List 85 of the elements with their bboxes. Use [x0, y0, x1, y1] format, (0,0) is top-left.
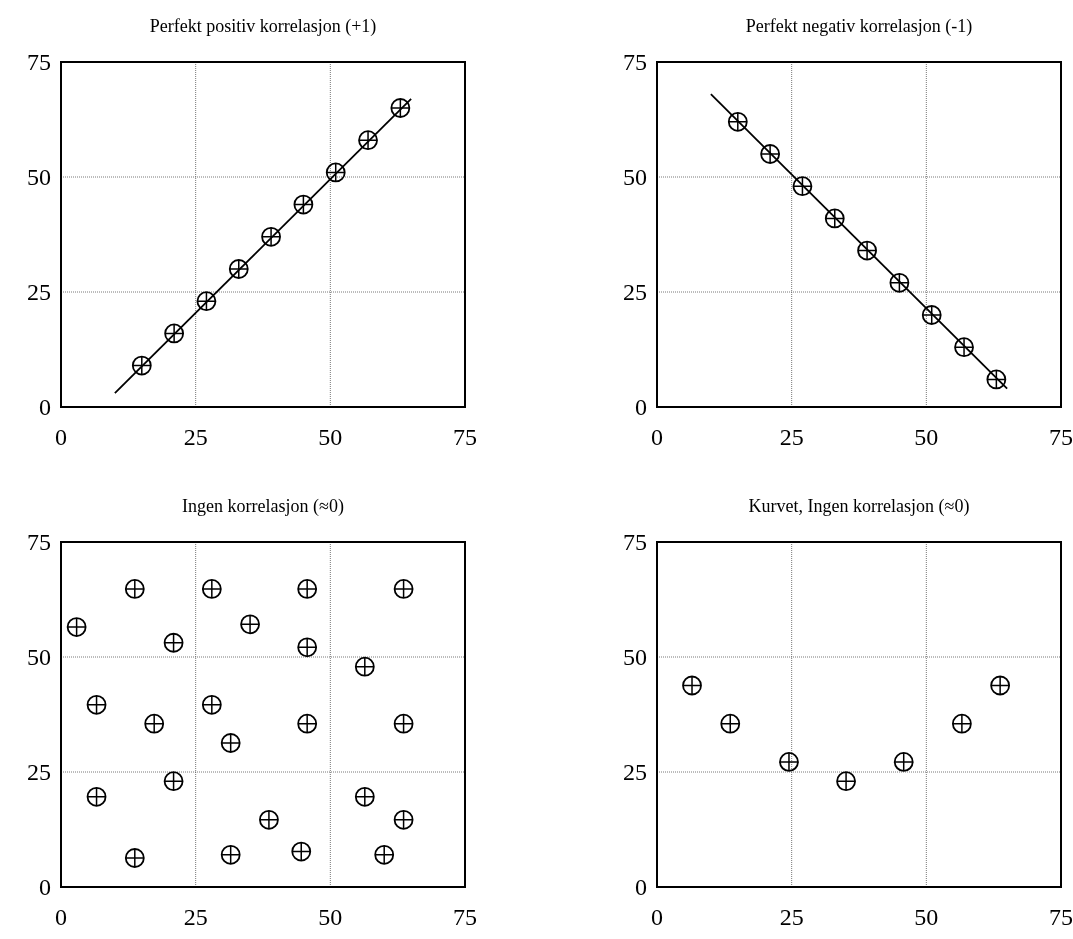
- point: [259, 809, 279, 830]
- point: [228, 259, 249, 279]
- point: [779, 751, 799, 772]
- x-tick-label: 75: [453, 904, 477, 930]
- point: [354, 786, 375, 807]
- point: [986, 369, 1007, 390]
- point: [201, 579, 222, 599]
- x-tick-label: 0: [651, 424, 663, 450]
- chart-title: Ingen korrelasjon (≈0): [182, 496, 344, 517]
- y-tick-label: 50: [623, 644, 647, 671]
- point: [124, 848, 145, 868]
- point: [196, 291, 217, 312]
- point: [291, 841, 312, 862]
- point: [220, 844, 241, 865]
- x-tick-label: 50: [318, 424, 343, 450]
- y-tick-label: 25: [623, 279, 647, 306]
- y-tick-label: 75: [623, 49, 647, 76]
- point: [727, 111, 748, 132]
- point: [792, 176, 813, 197]
- point: [889, 272, 910, 293]
- x-tick-label: 25: [183, 424, 208, 450]
- chart-title: Perfekt negativ korrelasjon (-1): [745, 16, 973, 37]
- point: [124, 579, 145, 599]
- y-tick-label: 25: [27, 279, 51, 306]
- point: [393, 579, 414, 599]
- y-tick-label: 0: [635, 874, 647, 901]
- point: [131, 355, 152, 376]
- x-tick-label: 25: [183, 904, 208, 930]
- y-tick-label: 50: [623, 164, 647, 191]
- point: [374, 844, 395, 865]
- point: [393, 809, 414, 830]
- point: [66, 617, 87, 637]
- point: [954, 337, 974, 358]
- point: [720, 713, 741, 734]
- point: [836, 771, 856, 792]
- point: [354, 656, 375, 677]
- point: [297, 579, 318, 599]
- y-tick-label: 75: [27, 49, 51, 76]
- point: [261, 226, 281, 247]
- y-tick-label: 25: [27, 759, 51, 786]
- point: [824, 208, 845, 229]
- x-tick-label: 75: [453, 424, 477, 450]
- chart-title: Perfekt positiv korrelasjon (+1): [149, 16, 377, 37]
- point: [760, 144, 781, 164]
- point: [201, 694, 222, 715]
- point: [990, 675, 1011, 696]
- y-tick-label: 75: [27, 529, 51, 556]
- x-tick-label: 75: [1049, 904, 1073, 930]
- y-tick-label: 50: [27, 644, 51, 671]
- point: [220, 733, 241, 753]
- point: [393, 713, 414, 734]
- point: [893, 751, 914, 772]
- point: [144, 713, 165, 734]
- y-tick-label: 50: [27, 164, 51, 191]
- x-tick-label: 0: [55, 424, 67, 450]
- y-tick-label: 75: [623, 529, 647, 556]
- point: [358, 130, 378, 151]
- y-tick-label: 0: [39, 394, 51, 421]
- point: [297, 713, 318, 734]
- x-tick-label: 50: [318, 904, 343, 930]
- point: [682, 675, 702, 696]
- point: [325, 162, 346, 183]
- point: [86, 786, 107, 807]
- point: [390, 98, 411, 118]
- point: [163, 632, 184, 653]
- x-tick-label: 0: [651, 904, 663, 930]
- point: [240, 614, 260, 635]
- x-tick-label: 25: [779, 904, 804, 930]
- x-tick-label: 50: [914, 424, 939, 450]
- x-tick-label: 75: [1049, 424, 1073, 450]
- y-tick-label: 0: [39, 874, 51, 901]
- point: [86, 694, 107, 715]
- y-tick-label: 0: [635, 394, 647, 421]
- point: [297, 637, 318, 658]
- point: [921, 305, 942, 325]
- y-tick-label: 25: [623, 759, 647, 786]
- chart-title: Kurvet, Ingen korrelasjon (≈0): [748, 496, 970, 517]
- x-tick-label: 0: [55, 904, 67, 930]
- point: [164, 323, 185, 344]
- point: [293, 194, 314, 215]
- point: [163, 771, 184, 792]
- point: [857, 240, 877, 261]
- x-tick-label: 25: [779, 424, 804, 450]
- x-tick-label: 50: [914, 904, 939, 930]
- point: [951, 713, 972, 734]
